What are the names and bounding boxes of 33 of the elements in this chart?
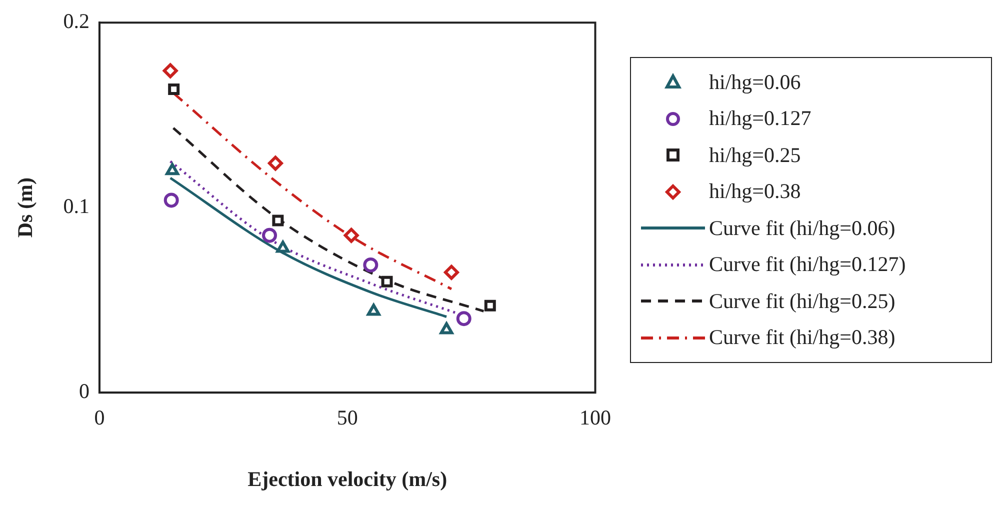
point	[168, 83, 180, 95]
point	[381, 276, 393, 288]
x-tick-label: 100	[580, 406, 611, 430]
x-axis-title: Ejection velocity (m/s)	[248, 466, 448, 491]
point	[484, 300, 496, 312]
point	[162, 63, 178, 78]
line-series	[169, 176, 448, 318]
point	[164, 192, 179, 208]
y-tick-label: 0	[78, 379, 90, 404]
legend-label: Curve fit (hi/hg=0.06)	[709, 216, 896, 241]
point	[440, 322, 454, 334]
point	[166, 163, 180, 176]
point	[456, 311, 472, 326]
point	[344, 228, 359, 243]
point	[276, 240, 290, 253]
legend-label: hi/hg=0.25	[709, 142, 801, 168]
x-tick-label: 0	[94, 406, 105, 430]
legend-label: hi/hg=0.38	[709, 179, 801, 204]
point	[363, 257, 378, 272]
legend-label: hi/hg=0.127	[709, 106, 812, 132]
legend-label: Curve fit (hi/hg=0.38)	[709, 325, 896, 350]
point	[262, 228, 278, 243]
y-tick-label: 0.1	[63, 194, 90, 218]
y-axis-title: Ds (m)	[13, 178, 38, 238]
x-tick-label: 50	[336, 406, 358, 430]
y-tick-label: 0.2	[63, 9, 90, 34]
point	[272, 214, 284, 226]
point	[444, 264, 459, 280]
legend-label: Curve fit (hi/hg=0.127)	[709, 252, 906, 278]
legend-label: Curve fit (hi/hg=0.25)	[709, 288, 896, 314]
point	[268, 156, 283, 171]
legend-label: hi/hg=0.06	[709, 70, 801, 95]
point	[366, 304, 380, 316]
